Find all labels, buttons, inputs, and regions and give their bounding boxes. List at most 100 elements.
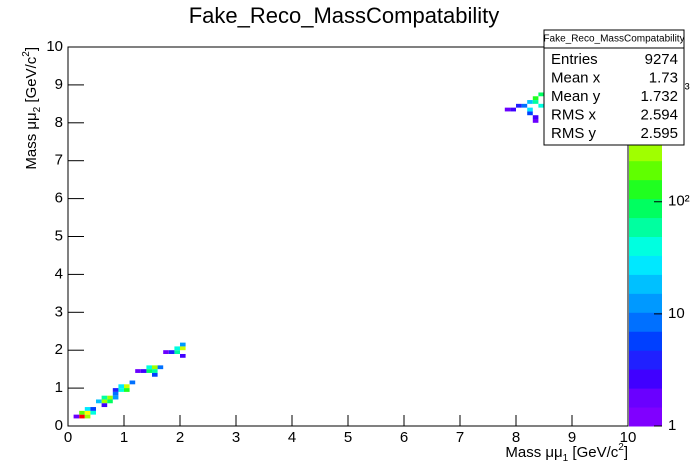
y-axis-label: Mass μμ2 [GeV/c2]: [21, 47, 43, 170]
heatmap-cell: [538, 103, 544, 108]
x-tick-label: 3: [232, 429, 240, 446]
y-tick-label: 1: [55, 379, 63, 396]
stats-title: Fake_Reco_MassCompatability: [543, 34, 684, 45]
heatmap-cell: [152, 369, 158, 373]
y-label-sup: 2: [21, 51, 32, 57]
y-label-sub: 2: [32, 106, 43, 112]
heatmap-cell: [180, 346, 186, 351]
palette-swatch: [629, 293, 662, 313]
heatmap-cell: [532, 119, 539, 123]
heatmap-cell: [168, 350, 175, 354]
heatmap-cell: [84, 407, 91, 411]
palette-swatch: [629, 369, 662, 389]
palette-swatch: [629, 198, 662, 219]
x-tick-label: 5: [344, 429, 352, 446]
palette-swatch: [629, 312, 662, 332]
y-tick-label: 0: [55, 417, 63, 434]
palette-swatch: [629, 236, 662, 256]
heatmap-cell: [101, 403, 108, 408]
heatmap-cell: [163, 350, 169, 354]
heatmap-cell: [140, 369, 147, 373]
y-tick-label: 5: [55, 227, 63, 244]
heatmap-cell: [112, 388, 119, 392]
heatmap-cell: [527, 111, 533, 116]
heatmap-cell: [532, 96, 539, 101]
stats-value: 2.595: [640, 125, 678, 142]
palette-swatch: [629, 217, 662, 237]
heatmap-cell: [174, 346, 180, 351]
heatmap-cell: [129, 380, 136, 385]
heatmap-cell: [174, 350, 180, 354]
stats-label: RMS y: [551, 125, 597, 142]
stats-label: Entries: [551, 51, 598, 68]
y-label-part: Mass μμ: [23, 112, 40, 169]
y-tick-label: 10: [46, 38, 63, 55]
x-label-part: [GeV/c: [568, 444, 619, 461]
y-tick-label: 8: [55, 114, 63, 131]
y-tick-label: 2: [55, 341, 63, 358]
axes: 0 1 2 3 4 5 6 7 8 9 10 0 1 2 3 4 5 6 7 8 9 10: [46, 38, 636, 446]
x-label-sup: 2: [618, 442, 624, 453]
stats-box: Fake_Reco_MassCompatability Entries 9274 M…: [543, 29, 685, 146]
heatmap-cell: [112, 391, 119, 396]
palette-swatch: [629, 179, 662, 200]
heatmap-cell: [157, 365, 164, 370]
palette-swatch: [629, 160, 662, 181]
heatmap-cell: [107, 395, 113, 400]
heatmap-cell: [124, 388, 130, 392]
heatmap-cell: [90, 410, 96, 415]
x-tick-label: 9: [568, 429, 576, 446]
heatmap-cell: [146, 365, 152, 370]
cells: [73, 92, 544, 419]
heatmap-cell: [107, 399, 113, 404]
frame: [67, 46, 629, 427]
heatmap-cell: [112, 395, 119, 400]
heatmap-cell: [84, 414, 91, 419]
stats-value: 9274: [645, 51, 678, 68]
palette-swatch: [629, 274, 662, 294]
y-tick-label: 6: [55, 190, 63, 207]
heatmap-cell: [124, 384, 130, 389]
heatmap-cell: [532, 115, 539, 120]
x-label-sub: 1: [563, 453, 569, 464]
x-tick-label: 4: [288, 429, 296, 446]
heatmap-cell: [90, 407, 96, 411]
heatmap-cell: [118, 384, 124, 389]
palette-swatch: [629, 388, 662, 408]
heatmap-cell: [79, 414, 85, 419]
palette-swatch: [629, 407, 662, 427]
heatmap-cell: [79, 410, 85, 415]
x-tick-label: 2: [176, 429, 184, 446]
x-tick-label: 8: [512, 429, 520, 446]
heatmap-cell: [516, 103, 522, 108]
y-tick-label: 7: [55, 152, 63, 169]
z-tick-label: 1: [668, 417, 676, 434]
stats-frame: [543, 29, 685, 146]
stats-label: Mean x: [551, 69, 601, 86]
heatmap-cell: [538, 92, 544, 97]
heatmap-cell: [84, 410, 91, 415]
y-label-part: ]: [23, 47, 40, 51]
y-tick-label: 9: [55, 76, 63, 93]
heatmap-cell: [510, 107, 516, 112]
stats-value: 1.732: [640, 88, 678, 105]
heatmap-cell: [521, 103, 528, 108]
heatmap-cell: [180, 353, 186, 358]
x-tick-label: 10: [620, 429, 637, 446]
heatmap-cell: [73, 414, 80, 419]
heatmap-cell: [146, 369, 152, 373]
heatmap-cell: [101, 399, 108, 404]
chart-title: Fake_Reco_MassCompatability: [189, 3, 500, 28]
z-tick-label: 10: [668, 305, 685, 322]
heatmap-cell: [135, 369, 141, 373]
x-tick-label: 6: [400, 429, 408, 446]
y-tick-label: 4: [55, 265, 63, 282]
x-tick-label: 7: [456, 429, 464, 446]
heatmap-cell: [152, 365, 158, 370]
heatmap-cell: [532, 100, 539, 104]
y-label-part: [GeV/c: [23, 56, 40, 107]
heatmap-cell: [96, 399, 102, 404]
heatmap-cell: [527, 100, 533, 104]
palette-swatch: [629, 255, 662, 275]
x-tick-label: 0: [64, 429, 72, 446]
